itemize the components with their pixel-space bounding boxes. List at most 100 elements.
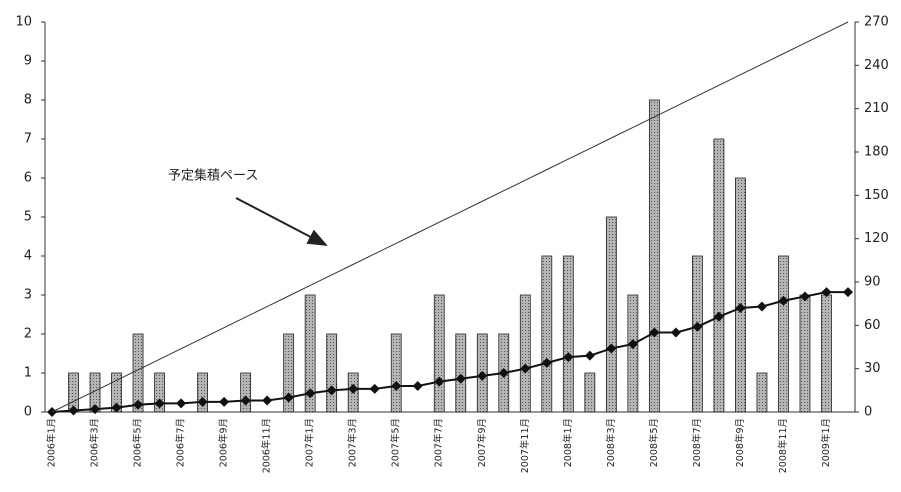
marker — [240, 395, 251, 406]
marker — [412, 381, 423, 391]
marker — [133, 399, 144, 410]
y2-tick-label: 270 — [864, 15, 889, 30]
x-tick-label: 2008年9月 — [734, 418, 746, 467]
marker — [197, 396, 208, 407]
marker — [692, 321, 703, 332]
y-tick-label: 7 — [24, 132, 32, 147]
marker — [111, 402, 122, 413]
marker — [391, 381, 402, 391]
x-tick-label: 2007年5月 — [390, 418, 402, 467]
bar — [433, 294, 445, 413]
y-tick-label: 2 — [24, 327, 32, 342]
marker — [369, 383, 380, 394]
marker — [283, 392, 294, 403]
bar — [197, 372, 208, 413]
annotation: 予定集積ペース — [168, 168, 258, 184]
marker — [563, 352, 574, 363]
bar — [778, 255, 789, 413]
x-tick-label: 2006年1月 — [46, 418, 58, 467]
marker — [799, 291, 810, 302]
bar — [735, 177, 746, 413]
marker — [584, 350, 595, 361]
marker — [176, 398, 187, 409]
bar — [304, 294, 316, 413]
x-tick-label: 2008年5月 — [648, 418, 660, 467]
bar — [584, 372, 596, 413]
y-tick-label: 9 — [24, 54, 32, 69]
annotation-arrow — [235, 197, 328, 246]
bar — [692, 255, 703, 413]
marker — [670, 327, 681, 338]
bar — [519, 294, 531, 413]
y2-tick-label: 240 — [864, 58, 889, 73]
marker — [305, 388, 316, 399]
bar — [132, 333, 144, 413]
bar — [455, 333, 467, 413]
bar — [240, 372, 252, 413]
y-tick-label: 8 — [24, 93, 32, 108]
y2-tick-label: 90 — [864, 275, 881, 290]
marker — [68, 405, 79, 416]
y2-tick-label: 180 — [864, 145, 889, 160]
bar — [541, 255, 553, 413]
marker — [843, 287, 853, 298]
marker — [498, 368, 509, 378]
y2-tick-label: 120 — [864, 231, 889, 246]
marker — [434, 376, 445, 387]
y-tick-label: 5 — [24, 210, 32, 225]
marker — [520, 363, 531, 374]
y2-tick-label: 210 — [864, 101, 889, 116]
marker — [541, 357, 552, 368]
x-tick-label: 2007年7月 — [433, 418, 445, 467]
x-tick-label: 2009年1月 — [820, 418, 832, 467]
x-tick-label: 2006年11月 — [261, 418, 273, 473]
marker — [821, 287, 832, 298]
bar — [756, 372, 768, 413]
bar — [326, 333, 338, 413]
cumulative-line — [51, 291, 848, 413]
marker — [90, 404, 101, 415]
marker — [627, 339, 638, 350]
marker — [326, 385, 337, 396]
bar — [605, 216, 617, 413]
x-tick-label: 2007年3月 — [347, 418, 359, 467]
x-tick-label: 2008年7月 — [691, 418, 703, 467]
marker — [262, 395, 273, 406]
bar — [799, 294, 811, 413]
y-tick-label: 3 — [24, 288, 32, 303]
bar — [821, 294, 832, 413]
marker — [348, 383, 359, 394]
x-tick-label: 2007年9月 — [476, 418, 488, 467]
marker — [778, 295, 789, 306]
marker — [713, 311, 724, 322]
bar — [390, 333, 402, 413]
y-tick-label: 4 — [24, 249, 32, 264]
x-tick-label: 2008年11月 — [777, 418, 789, 473]
marker — [606, 343, 617, 354]
x-tick-label: 2007年1月 — [304, 418, 316, 467]
bar — [713, 138, 725, 413]
y2-tick-label: 150 — [864, 188, 889, 203]
x-tick-label: 2006年7月 — [175, 418, 187, 467]
marker — [219, 396, 230, 407]
planned-line — [51, 21, 849, 413]
y-tick-label: 10 — [15, 15, 32, 30]
y2-tick-label: 30 — [864, 361, 881, 376]
bar — [154, 372, 165, 413]
bar — [648, 99, 660, 413]
y-tick-label: 6 — [24, 171, 32, 186]
x-tick-label: 2008年3月 — [605, 418, 617, 467]
y-tick-label: 1 — [24, 366, 32, 381]
bar — [627, 294, 639, 413]
x-tick-label: 2008年1月 — [562, 418, 574, 467]
x-tick-label: 2007年11月 — [519, 418, 531, 473]
marker — [455, 373, 466, 384]
marker — [154, 398, 165, 409]
marker — [649, 327, 660, 338]
y2-tick-label: 60 — [864, 318, 881, 333]
marker — [756, 301, 767, 312]
x-tick-label: 2006年9月 — [218, 418, 230, 467]
x-tick-label: 2006年3月 — [89, 418, 101, 467]
x-tick-label: 2006年5月 — [132, 418, 144, 467]
